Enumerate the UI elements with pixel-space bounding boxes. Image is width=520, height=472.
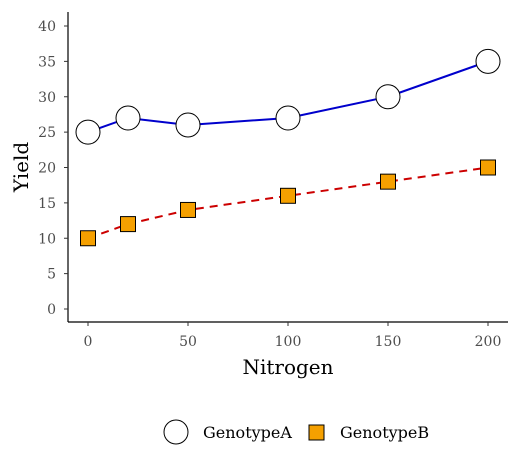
x-tick-label: 150 <box>375 334 402 350</box>
data-point-genotype-b <box>380 173 396 190</box>
legend-key-genotype-b <box>308 424 325 441</box>
y-tick-label: 0 <box>47 302 56 318</box>
data-point-genotype-a <box>275 105 301 131</box>
y-tick-label: 10 <box>38 231 56 247</box>
legend-label-genotype-b: GenotypeB <box>340 423 429 442</box>
data-point-genotype-b <box>120 216 136 233</box>
data-point-genotype-b <box>480 159 496 176</box>
legend-key-genotype-a <box>163 419 189 445</box>
data-point-genotype-b <box>80 230 96 247</box>
data-point-genotype-b <box>180 201 196 218</box>
data-point-genotype-a <box>475 48 501 74</box>
data-point-genotype-a <box>175 112 201 138</box>
x-axis-title: Nitrogen <box>242 355 333 379</box>
y-tick-label: 15 <box>38 196 56 212</box>
legend-label-genotype-a: GenotypeA <box>203 423 292 442</box>
x-tick-label: 100 <box>275 334 302 350</box>
data-point-genotype-a <box>375 84 401 110</box>
axes <box>67 12 508 323</box>
y-tick-label: 40 <box>38 19 56 35</box>
x-tick-label: 50 <box>179 334 197 350</box>
y-tick-label: 30 <box>38 90 56 106</box>
legend: GenotypeA GenotypeB <box>163 419 429 445</box>
series-layer <box>75 48 501 247</box>
y-tick-label: 5 <box>47 267 56 283</box>
data-point-genotype-a <box>75 119 101 145</box>
data-point-genotype-a <box>115 105 141 131</box>
y-axis-title: Yield <box>9 142 33 193</box>
x-tick-label: 0 <box>84 334 93 350</box>
data-point-genotype-b <box>280 187 296 204</box>
x-tick-label: 200 <box>475 334 502 350</box>
x-ticks: 0 50 100 150 200 <box>84 322 502 350</box>
y-ticks: 0 5 10 15 20 25 30 35 40 <box>38 19 68 318</box>
y-tick-label: 20 <box>38 161 56 177</box>
y-tick-label: 35 <box>38 54 56 70</box>
y-tick-label: 25 <box>38 125 56 141</box>
